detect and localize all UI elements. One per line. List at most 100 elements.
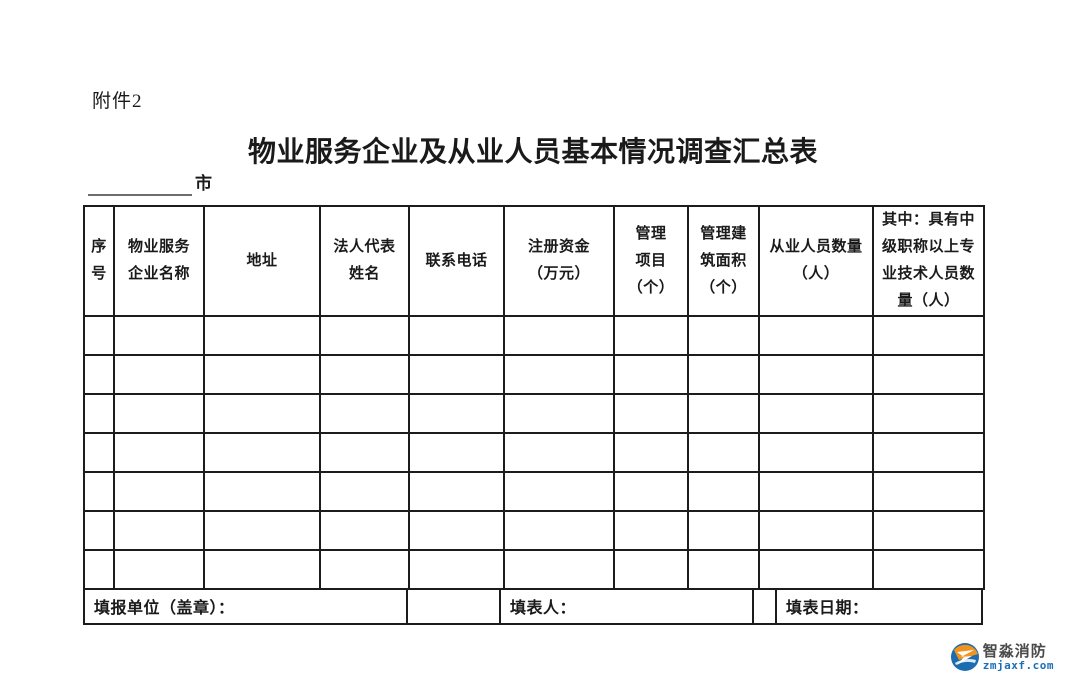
table-cell	[503, 354, 615, 395]
table-cell	[408, 549, 505, 590]
city-blank-line: 市	[88, 170, 212, 196]
table-row	[83, 354, 985, 395]
table-cell	[613, 393, 689, 434]
reporting-unit-label: 填报单位（盖章）：	[85, 588, 408, 623]
table-cell	[503, 315, 615, 356]
table-cell	[83, 354, 115, 395]
table-cell	[319, 471, 410, 512]
table-cell	[503, 549, 615, 590]
page-title: 物业服务企业及从业人员基本情况调查汇总表	[247, 135, 818, 168]
table-row	[83, 393, 985, 434]
table-cell	[872, 315, 985, 356]
fill-date-label: 填表日期：	[786, 599, 869, 617]
survey-table-grid: 序 号 物业服务 企业名称 地址 法人代表 姓名 联系电话 注册资金 （万元） …	[83, 205, 985, 590]
table-row	[83, 510, 985, 551]
table-cell	[687, 393, 760, 434]
header-registered-capital: 注册资金 （万元）	[503, 205, 615, 317]
table-cell	[687, 354, 760, 395]
table-cell	[319, 393, 410, 434]
zhimiao-swirl-logo-icon	[950, 643, 979, 671]
table-cell	[872, 354, 985, 395]
table-cell	[203, 393, 321, 434]
table-row	[83, 471, 985, 512]
city-suffix-label: 市	[195, 174, 212, 194]
table-cell	[113, 432, 205, 473]
table-cell	[687, 315, 760, 356]
table-cell	[408, 510, 505, 551]
table-cell	[613, 354, 689, 395]
table-cell	[83, 549, 115, 590]
table-cell	[203, 315, 321, 356]
table-body	[83, 315, 985, 590]
table-cell	[613, 549, 689, 590]
attachment-label: 附件2	[92, 91, 143, 112]
watermark-brand-url: zmjaxf.com	[982, 658, 1054, 672]
header-serial-number: 序 号	[83, 205, 115, 317]
table-cell	[203, 354, 321, 395]
header-managed-projects: 管理 项目 （个）	[613, 205, 689, 317]
table-cell	[113, 393, 205, 434]
site-watermark: 智淼消防 zmjaxf.com	[950, 641, 1054, 672]
table-cell	[872, 432, 985, 473]
table-cell	[503, 471, 615, 512]
table-cell	[113, 354, 205, 395]
header-qualified-technician-count: 其中：具有中 级职称以上专 业技术人员数 量（人）	[872, 205, 985, 317]
table-cell	[687, 432, 760, 473]
table-cell	[113, 549, 205, 590]
table-cell	[83, 393, 115, 434]
table-cell	[319, 432, 410, 473]
table-cell	[758, 510, 874, 551]
table-cell	[687, 549, 760, 590]
table-row	[83, 432, 985, 473]
city-fill-underline	[88, 170, 192, 196]
table-cell	[687, 471, 760, 512]
table-cell	[203, 549, 321, 590]
table-cell	[758, 315, 874, 356]
table-cell	[408, 471, 505, 512]
table-cell	[872, 393, 985, 434]
table-cell	[613, 432, 689, 473]
header-contact-phone: 联系电话	[408, 205, 505, 317]
table-cell	[758, 471, 874, 512]
table-cell	[319, 510, 410, 551]
table-cell	[758, 354, 874, 395]
footer-empty-cell	[754, 588, 777, 623]
table-header-row: 序 号 物业服务 企业名称 地址 法人代表 姓名 联系电话 注册资金 （万元） …	[83, 205, 985, 317]
survey-table: 序 号 物业服务 企业名称 地址 法人代表 姓名 联系电话 注册资金 （万元） …	[83, 205, 985, 625]
table-cell	[872, 471, 985, 512]
table-cell	[758, 393, 874, 434]
table-cell	[113, 471, 205, 512]
table-row	[83, 549, 985, 590]
table-cell	[113, 510, 205, 551]
table-cell	[408, 393, 505, 434]
table-cell	[503, 432, 615, 473]
table-cell	[319, 315, 410, 356]
table-cell	[83, 315, 115, 356]
watermark-brand-name: 智淼消防	[982, 641, 1047, 660]
header-legal-representative: 法人代表 姓名	[319, 205, 410, 317]
table-cell	[613, 471, 689, 512]
table-cell	[203, 510, 321, 551]
table-cell	[408, 432, 505, 473]
table-cell	[758, 432, 874, 473]
table-footer-row: 填报单位（盖章）： 填表人： 填表日期：	[83, 588, 983, 625]
table-cell	[408, 315, 505, 356]
footer-empty-cell	[408, 588, 501, 623]
table-cell	[687, 510, 760, 551]
table-cell	[613, 315, 689, 356]
table-row	[83, 315, 985, 356]
table-cell	[203, 432, 321, 473]
table-cell	[83, 510, 115, 551]
header-managed-building-area: 管理建 筑面积 （个）	[687, 205, 760, 317]
table-cell	[203, 471, 321, 512]
table-cell	[758, 549, 874, 590]
table-cell	[319, 354, 410, 395]
table-cell	[408, 354, 505, 395]
table-cell	[83, 471, 115, 512]
table-cell	[503, 393, 615, 434]
table-cell	[872, 510, 985, 551]
header-employee-count: 从业人员数量 （人）	[758, 205, 874, 317]
table-cell	[83, 432, 115, 473]
header-address: 地址	[203, 205, 321, 317]
